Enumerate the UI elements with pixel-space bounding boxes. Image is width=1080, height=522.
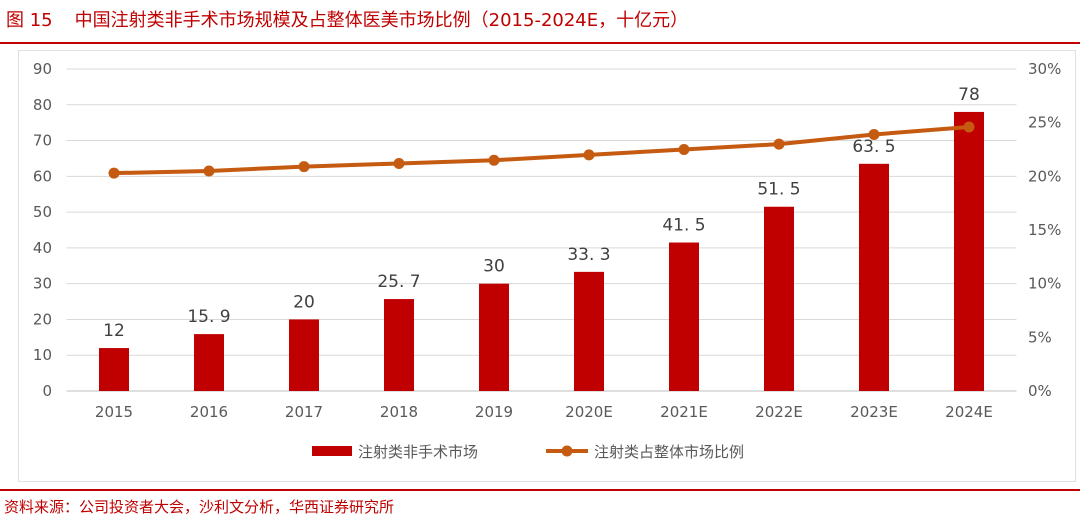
title-rule xyxy=(0,42,1080,44)
source-rule xyxy=(0,489,1080,491)
legend-bar-label: 注射类非手术市场 xyxy=(358,443,478,461)
bar-data-label: 25. 7 xyxy=(377,272,420,292)
left-tick-label: 20 xyxy=(33,310,52,328)
x-tick-label: 2024E xyxy=(945,403,993,421)
bar xyxy=(479,283,509,391)
title-text: 中国注射类非手术市场规模及占整体医美市场比例（2015-2024E，十亿元） xyxy=(74,10,689,31)
x-tick-label: 2016 xyxy=(190,403,228,421)
left-tick-label: 30 xyxy=(33,275,52,293)
bar xyxy=(99,348,129,391)
bar xyxy=(194,334,224,391)
bar-data-label: 78 xyxy=(958,85,980,105)
bar xyxy=(669,242,699,391)
x-tick-label: 2022E xyxy=(755,403,803,421)
right-tick-label: 10% xyxy=(1028,275,1061,293)
left-tick-label: 10 xyxy=(33,346,52,364)
x-tick-label: 2015 xyxy=(95,403,133,421)
figure-label: 图 15 xyxy=(6,10,53,31)
bar xyxy=(384,299,414,391)
bar-data-label: 41. 5 xyxy=(662,216,705,236)
left-tick-label: 0 xyxy=(42,382,52,400)
bar-data-label: 30 xyxy=(483,257,505,277)
line-point xyxy=(678,144,690,155)
right-tick-label: 15% xyxy=(1028,221,1061,239)
line-point xyxy=(583,149,595,161)
left-tick-label: 40 xyxy=(33,239,52,257)
bar xyxy=(764,206,794,391)
x-tick-label: 2020E xyxy=(565,403,613,421)
bar xyxy=(289,319,319,391)
line-point xyxy=(488,154,500,166)
line-point xyxy=(773,138,785,150)
line-point xyxy=(393,157,405,169)
x-tick-label: 2023E xyxy=(850,403,898,421)
x-tick-label: 2021E xyxy=(660,403,708,421)
left-tick-label: 90 xyxy=(33,60,52,78)
bar xyxy=(859,163,889,391)
bar-data-label: 63. 5 xyxy=(852,137,895,157)
legend-line-marker xyxy=(561,445,573,457)
bar-data-label: 15. 9 xyxy=(187,307,230,327)
left-tick-label: 50 xyxy=(33,203,52,221)
chart-frame xyxy=(18,50,1076,482)
bar xyxy=(954,111,984,391)
line-point xyxy=(203,165,215,177)
bar-data-label: 20 xyxy=(293,292,315,312)
x-tick-label: 2019 xyxy=(475,403,513,421)
line-point xyxy=(868,128,880,140)
right-tick-label: 20% xyxy=(1028,167,1061,185)
bar-data-label: 51. 5 xyxy=(757,180,800,200)
line-series xyxy=(113,124,970,176)
line-point xyxy=(963,121,975,133)
bar-data-label: 33. 3 xyxy=(567,245,610,265)
x-tick-label: 2018 xyxy=(380,403,418,421)
right-tick-label: 25% xyxy=(1028,114,1061,132)
legend-bar-swatch xyxy=(312,446,352,456)
line-point xyxy=(108,167,120,179)
right-tick-label: 5% xyxy=(1028,328,1052,346)
legend-line-label: 注射类占整体市场比例 xyxy=(594,443,744,461)
left-tick-label: 60 xyxy=(33,167,52,185)
left-tick-label: 70 xyxy=(33,132,52,150)
left-tick-label: 80 xyxy=(33,96,52,114)
bar xyxy=(574,271,604,391)
right-tick-label: 30% xyxy=(1028,60,1061,78)
right-tick-label: 0% xyxy=(1028,382,1052,400)
bar-data-label: 12 xyxy=(103,321,125,341)
source-note: 资料来源：公司投资者大会，沙利文分析，华西证券研究所 xyxy=(4,498,395,516)
line-point xyxy=(298,161,310,173)
chart-title: 图 15 中国注射类非手术市场规模及占整体医美市场比例（2015-2024E，十亿… xyxy=(6,6,710,32)
x-tick-label: 2017 xyxy=(285,403,323,421)
